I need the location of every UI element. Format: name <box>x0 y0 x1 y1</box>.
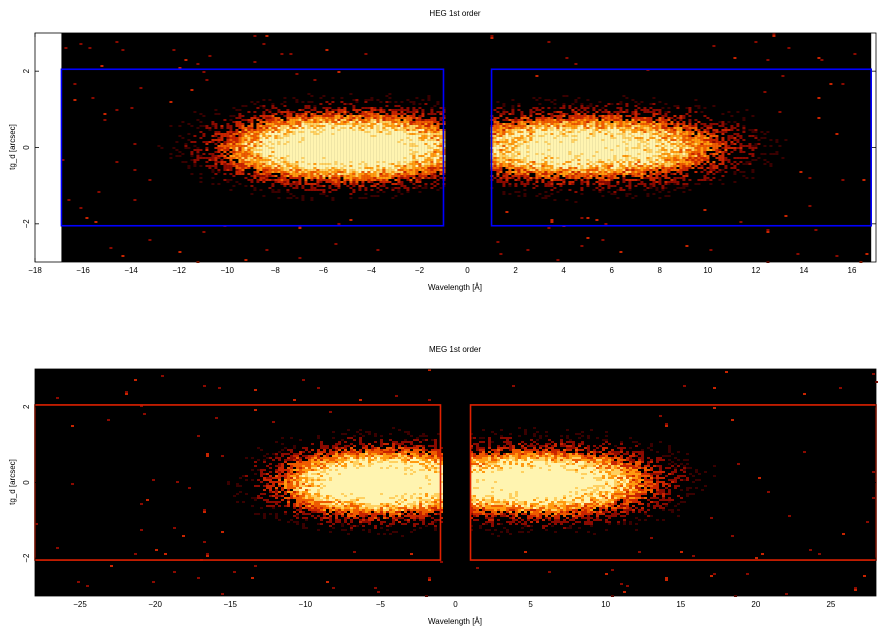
meg-y-axis-label: tg_d [arcsec] <box>8 459 17 505</box>
meg-y-tick-label: 2 <box>22 404 31 409</box>
meg-panel: MEG 1st order −25 −20 −15 −10 −5 0 5 10 15 20 25 −… <box>8 345 878 626</box>
heg-y-tick-label: 0 <box>22 145 31 150</box>
heg-x-tick-label: −4 <box>367 266 377 275</box>
heg-x-tick-label: 16 <box>848 266 857 275</box>
meg-chart-title: MEG 1st order <box>429 345 481 354</box>
meg-x-axis-label: Wavelength [Å] <box>428 617 482 626</box>
heg-y-tick-label: 2 <box>22 68 31 73</box>
heg-chart-title: HEG 1st order <box>429 9 480 18</box>
heg-y-ticks: −2 0 2 <box>22 68 876 228</box>
meg-x-tick-label: −15 <box>223 600 237 609</box>
heg-x-tick-label: −2 <box>415 266 425 275</box>
meg-x-tick-label: 25 <box>826 600 835 609</box>
heg-panel: HEG 1st order −18 −16 −14 −12 −10 −8 −6 −4 −2 0 2 4… <box>8 9 877 292</box>
heg-x-tick-label: 12 <box>751 266 760 275</box>
heg-x-ticks: −18 −16 −14 −12 −10 −8 −6 −4 −2 0 2 4 6 8 10 12 14 16 <box>28 33 857 275</box>
heg-x-tick-label: −10 <box>220 266 234 275</box>
meg-x-tick-label: 15 <box>676 600 685 609</box>
heg-x-tick-label: −18 <box>28 266 42 275</box>
heg-x-tick-label: 14 <box>799 266 808 275</box>
heg-x-tick-label: 4 <box>561 266 566 275</box>
heg-extraction-region-1 <box>60 68 445 227</box>
heg-x-tick-label: 2 <box>513 266 518 275</box>
meg-data-background <box>35 369 876 596</box>
meg-x-tick-label: −5 <box>376 600 386 609</box>
heg-x-tick-label: −8 <box>271 266 281 275</box>
heg-heat-pixels <box>61 33 869 263</box>
heg-x-tick-label: −14 <box>124 266 138 275</box>
heg-x-tick-label: 10 <box>703 266 712 275</box>
heg-y-axis-label: tg_d [arcsec] <box>8 124 17 170</box>
heg-x-tick-label: 8 <box>658 266 663 275</box>
heg-x-tick-label: 0 <box>465 266 470 275</box>
heg-y-tick-label: −2 <box>22 219 31 229</box>
meg-x-tick-label: 0 <box>453 600 458 609</box>
heg-x-tick-label: −16 <box>76 266 90 275</box>
meg-y-tick-label: −2 <box>22 553 31 563</box>
meg-x-tick-label: 20 <box>751 600 760 609</box>
meg-x-tick-label: 10 <box>601 600 610 609</box>
heg-x-tick-label: −6 <box>319 266 329 275</box>
meg-x-ticks: −25 −20 −15 −10 −5 0 5 10 15 20 25 <box>73 369 836 609</box>
meg-x-tick-label: −10 <box>299 600 313 609</box>
heg-plot-area <box>60 33 872 263</box>
heg-x-axis-label: Wavelength [Å] <box>428 283 482 292</box>
heg-extraction-region-2 <box>490 68 872 227</box>
meg-x-tick-label: 5 <box>528 600 533 609</box>
meg-x-tick-label: −25 <box>73 600 87 609</box>
heg-x-tick-label: −12 <box>172 266 186 275</box>
meg-y-tick-label: 0 <box>22 480 31 485</box>
meg-heat-pixels <box>35 369 878 597</box>
meg-y-ticks: −2 0 2 <box>22 404 876 563</box>
meg-x-tick-label: −20 <box>148 600 162 609</box>
heg-x-tick-label: 6 <box>609 266 614 275</box>
meg-plot-area <box>34 369 878 597</box>
